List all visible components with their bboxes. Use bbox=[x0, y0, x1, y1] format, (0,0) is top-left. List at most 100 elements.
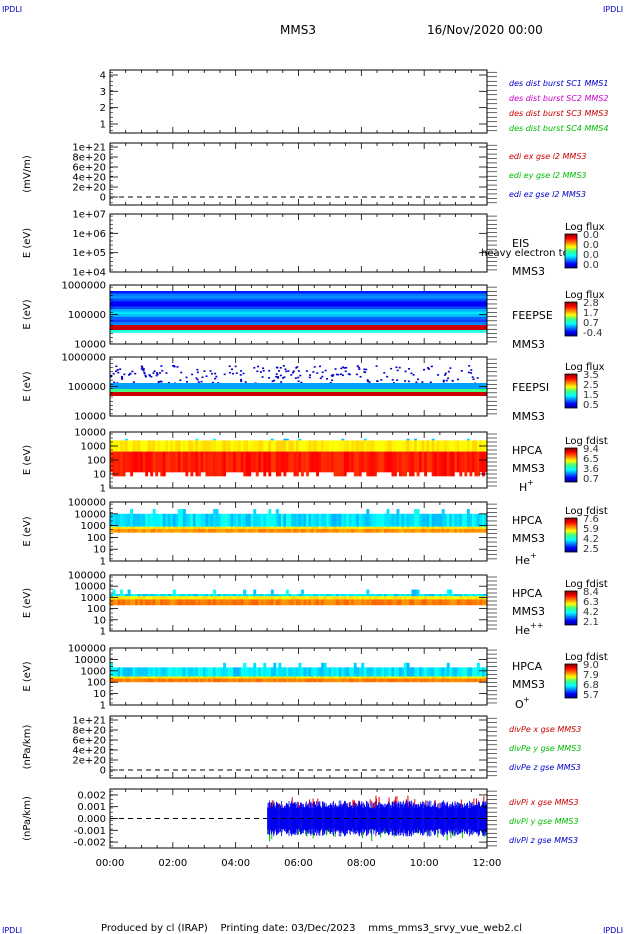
hpca_he1-cell bbox=[366, 528, 370, 533]
hpca_he1-cell bbox=[160, 528, 164, 533]
hpca_he2-cell bbox=[112, 589, 116, 597]
hpca_o-cell bbox=[200, 678, 204, 683]
hpca_h-cell bbox=[316, 451, 320, 477]
hpca_o-cell bbox=[202, 676, 206, 679]
hpca_he1-cell bbox=[406, 528, 410, 533]
feepsi-speck bbox=[140, 365, 143, 368]
feepse-band bbox=[110, 301, 487, 305]
hpca_he1-cell bbox=[218, 526, 221, 529]
hpca_o-y-tick-label: 10 bbox=[93, 689, 106, 700]
hpca_o-cell bbox=[474, 678, 478, 683]
hpca_he1-cell bbox=[454, 528, 458, 533]
hpca_h-cell bbox=[366, 440, 370, 452]
hpca_he1-cell bbox=[228, 528, 232, 533]
hpca_he2-cell bbox=[197, 599, 201, 606]
hpca_o-colorbar bbox=[564, 663, 578, 699]
hpca_o-cell bbox=[323, 678, 327, 683]
hpca_o-cell bbox=[363, 676, 367, 679]
hpca_h-colorbar bbox=[564, 447, 578, 483]
hpca_o-cell bbox=[215, 667, 219, 677]
corner-label-bottom-left: IPDLI bbox=[2, 926, 22, 934]
divpi-z-trace bbox=[469, 800, 471, 837]
hpca_he2-cell bbox=[228, 594, 232, 597]
hpca_he1-cell bbox=[356, 528, 360, 533]
hpca_o-cell bbox=[343, 667, 347, 677]
hpca_o-cell bbox=[258, 676, 262, 679]
divpi-z-trace bbox=[395, 804, 397, 833]
x-tick-label: 02:00 bbox=[158, 858, 187, 869]
hpca_h-cell bbox=[285, 440, 289, 452]
hpca_o-cell bbox=[336, 678, 340, 683]
hpca_he2-cell bbox=[127, 589, 131, 597]
feepsi-speck bbox=[144, 374, 147, 377]
hpca_o-cell bbox=[396, 676, 400, 679]
hpca_o-cell bbox=[371, 676, 375, 679]
hpca_he2-cell bbox=[205, 596, 209, 600]
hpca_o-cell bbox=[439, 676, 443, 679]
hpca_he1-cell bbox=[135, 513, 139, 527]
hpca_he2-cell bbox=[160, 596, 164, 600]
edi-legend-entry: edi ey gse l2 MMS3 bbox=[509, 171, 587, 180]
hpca_he1-colorbar-title: Log fdist bbox=[565, 506, 608, 517]
hpca_he2-cell bbox=[258, 599, 262, 606]
hpca_o-cell bbox=[182, 667, 186, 677]
hpca_h-cell bbox=[197, 440, 201, 452]
feepsi-speck bbox=[278, 370, 281, 372]
hpca_he1-cell bbox=[343, 513, 347, 527]
hpca_he2-cell bbox=[421, 599, 425, 606]
hpca_o-cell bbox=[323, 662, 327, 677]
hpca_o-cell bbox=[366, 667, 370, 677]
hpca_h-cell bbox=[331, 451, 335, 473]
divpi-z-trace bbox=[478, 800, 479, 837]
hpca_he1-colorbar-tick: 7.6 bbox=[583, 514, 599, 525]
hpca_h-cell bbox=[278, 451, 282, 477]
divpi-z-trace bbox=[376, 806, 378, 831]
hpca_he1-cell bbox=[250, 513, 254, 527]
hpca_he2-cell bbox=[401, 594, 405, 597]
divpi-z-trace bbox=[306, 804, 308, 833]
hpca_h-cell bbox=[331, 440, 335, 452]
hpca_h-cell bbox=[414, 438, 418, 441]
hpca_o-cell bbox=[409, 676, 412, 679]
hpca_he2-y-label: E (eV) bbox=[22, 588, 33, 618]
hpca_he1-cell bbox=[278, 526, 282, 529]
divpi-z-trace bbox=[439, 807, 441, 830]
hpca_he1-cell bbox=[346, 513, 350, 527]
hpca_he2-cell bbox=[255, 594, 259, 597]
hpca_o-cell bbox=[351, 667, 355, 677]
hpca_o-cell bbox=[137, 676, 141, 679]
divpi-y-spike bbox=[417, 827, 419, 834]
hpca_he1-cell bbox=[278, 513, 282, 527]
hpca_o-cell bbox=[117, 676, 121, 679]
hpca_he1-cell bbox=[479, 528, 483, 533]
hpca_o-cell bbox=[175, 676, 179, 679]
hpca_he2-cell bbox=[366, 599, 370, 606]
divpi-z-trace bbox=[316, 801, 318, 836]
hpca_he1-cell bbox=[363, 513, 367, 527]
hpca_h-cell bbox=[414, 451, 418, 473]
hpca_o-cell bbox=[213, 676, 216, 679]
hpca_o-cell bbox=[434, 678, 438, 683]
hpca_he1-cell bbox=[167, 513, 171, 527]
hpca_o-cell bbox=[245, 676, 249, 679]
burst-frame bbox=[109, 69, 488, 134]
hpca_o-cell bbox=[132, 667, 136, 677]
feepsi-speck bbox=[472, 378, 475, 381]
hpca_he2-y-tick-label: 100000 bbox=[68, 571, 106, 582]
hpca_o-cell bbox=[318, 667, 322, 677]
feepsi-speck bbox=[386, 375, 389, 378]
divpi-z-trace bbox=[387, 803, 389, 834]
feepsi-speck bbox=[142, 368, 145, 370]
divpi-x-spike bbox=[375, 795, 377, 802]
hpca_he2-cell bbox=[461, 599, 465, 606]
feepse-band bbox=[110, 325, 487, 330]
hpca_he2-cell bbox=[471, 594, 475, 597]
hpca_h-cell bbox=[210, 440, 214, 452]
hpca_h-cell bbox=[213, 438, 216, 441]
hpca_o-cell bbox=[117, 667, 121, 677]
hpca_o-cell bbox=[351, 676, 355, 679]
hpca_he1-cell bbox=[112, 528, 116, 533]
divpi-x-spike bbox=[388, 797, 390, 804]
hpca_he2-cell bbox=[142, 599, 146, 606]
